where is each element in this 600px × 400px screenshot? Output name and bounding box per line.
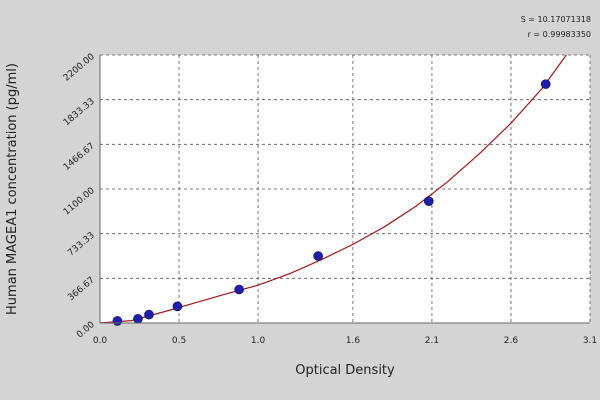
y-tick-label: 1100.00 bbox=[62, 186, 97, 218]
x-tick-label: 2.6 bbox=[504, 336, 519, 346]
x-axis-label: Optical Density bbox=[295, 363, 395, 378]
x-tick-label: 2.1 bbox=[425, 336, 439, 346]
data-point bbox=[234, 284, 244, 295]
x-tick-label: 0.0 bbox=[93, 336, 108, 346]
grid bbox=[100, 54, 591, 323]
y-tick-label: 2200.00 bbox=[62, 52, 97, 84]
y-tick-label: 1833.33 bbox=[62, 97, 97, 129]
data-point bbox=[423, 196, 434, 206]
x-tick-label: 1.0 bbox=[251, 336, 266, 346]
y-tick-label: 366.67 bbox=[66, 275, 97, 303]
stat-r: r = 0.99983350 bbox=[528, 30, 591, 39]
data-point bbox=[133, 314, 143, 324]
data-point bbox=[112, 316, 123, 326]
y-tick-label: 733.33 bbox=[66, 231, 97, 259]
y-tick-label: 1466.67 bbox=[62, 141, 97, 173]
y-axis-ticks: 0.00366.67733.331100.001466.671833.33220… bbox=[62, 52, 97, 341]
stat-s: S = 10.17071318 bbox=[521, 15, 591, 24]
data-point bbox=[172, 301, 183, 312]
y-axis-label: Human MAGEA1 concentration (pg/ml) bbox=[5, 63, 20, 315]
data-point bbox=[313, 251, 323, 261]
x-tick-label: 0.5 bbox=[172, 336, 186, 346]
data-point bbox=[540, 79, 551, 89]
x-tick-label: 3.1 bbox=[583, 336, 597, 346]
data-points bbox=[112, 79, 551, 326]
data-point bbox=[144, 309, 154, 320]
x-axis-ticks: 0.0 0.5 1.0 1.6 2.1 2.6 3.1 bbox=[93, 336, 597, 346]
x-tick-label: 1.6 bbox=[346, 336, 361, 346]
